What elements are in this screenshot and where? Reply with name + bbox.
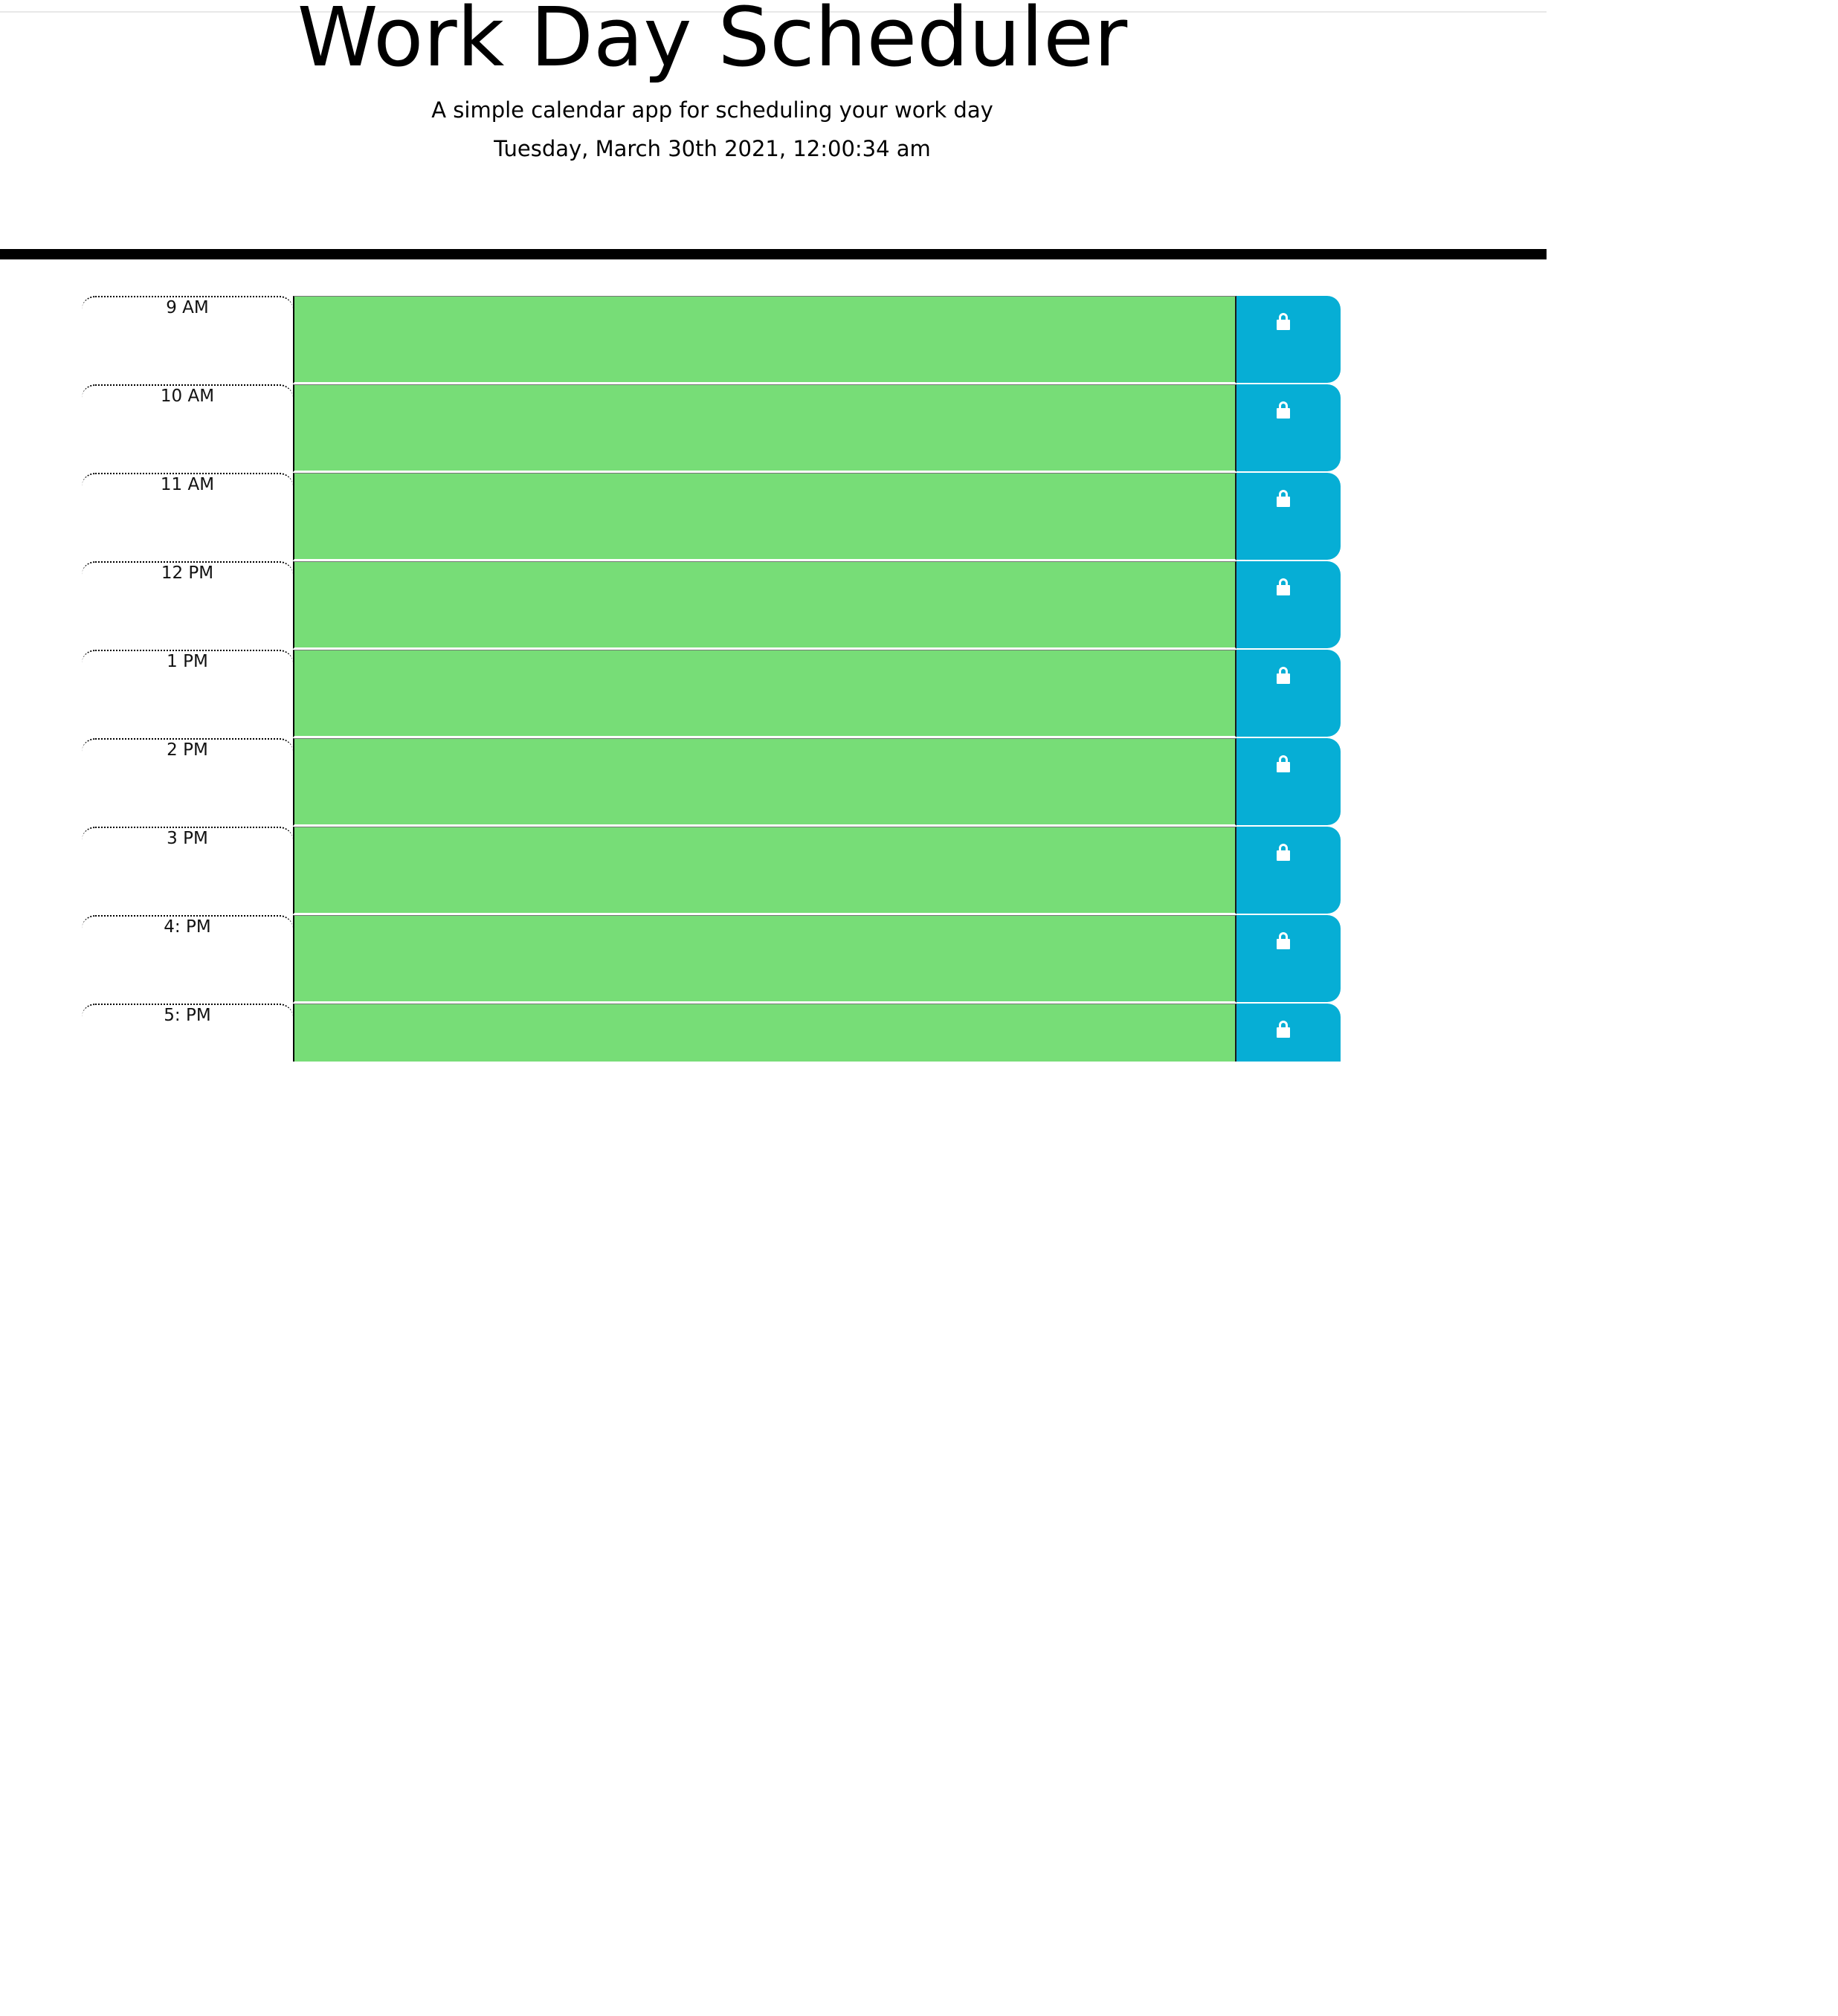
time-block-row: 2 PM [82,738,1342,827]
event-description-input[interactable] [293,915,1236,1003]
save-button[interactable] [1236,915,1341,1002]
hour-label: 11 AM [82,473,293,560]
schedule-container: 9 AM 10 AM 11 AM 12 PM [82,296,1342,1062]
event-description-input[interactable] [293,384,1236,472]
page-title: Work Day Scheduler [297,0,1128,85]
time-block-row: 11 AM [82,473,1342,561]
save-button[interactable] [1236,473,1341,560]
save-button[interactable] [1236,296,1341,383]
save-button[interactable] [1236,384,1341,471]
lock-icon [1277,401,1290,419]
save-button[interactable] [1236,650,1341,737]
event-description-input[interactable] [293,296,1236,384]
hour-label: 12 PM [82,561,293,649]
top-divider [0,11,1547,13]
save-button[interactable] [1236,1004,1341,1062]
lock-icon [1277,844,1290,861]
save-button[interactable] [1236,827,1341,914]
time-block-row: 10 AM [82,384,1342,473]
current-day: Tuesday, March 30th 2021, 12:00:34 am [494,136,931,161]
lock-icon [1277,667,1290,684]
hour-label: 5: PM [82,1004,293,1062]
save-button[interactable] [1236,561,1341,648]
event-description-input[interactable] [293,738,1236,826]
lock-icon [1277,578,1290,595]
hour-label: 4: PM [82,915,293,1003]
lock-icon [1277,1021,1290,1038]
lock-icon [1277,490,1290,507]
lock-icon [1277,932,1290,949]
time-block-row: 3 PM [82,827,1342,915]
event-description-input[interactable] [293,561,1236,649]
hour-label: 3 PM [82,827,293,914]
hour-label: 1 PM [82,650,293,737]
hour-label: 9 AM [82,296,293,384]
page-subtitle: A simple calendar app for scheduling you… [431,97,993,123]
event-description-input[interactable] [293,650,1236,737]
header-divider [0,249,1547,259]
event-description-input[interactable] [293,1004,1236,1062]
time-block-row: 1 PM [82,650,1342,738]
event-description-input[interactable] [293,827,1236,914]
lock-icon [1277,755,1290,772]
time-block-row: 5: PM [82,1004,1342,1062]
time-block-row: 9 AM [82,296,1342,384]
hour-label: 10 AM [82,384,293,472]
lock-icon [1277,313,1290,330]
time-block-row: 12 PM [82,561,1342,650]
time-block-row: 4: PM [82,915,1342,1004]
event-description-input[interactable] [293,473,1236,560]
hour-label: 2 PM [82,738,293,826]
save-button[interactable] [1236,738,1341,825]
